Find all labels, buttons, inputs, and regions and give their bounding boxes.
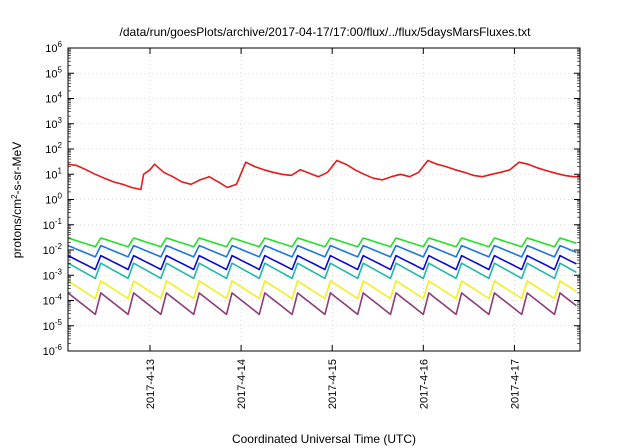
y-tick-label-base: 10 [43,321,55,333]
y-tick-label: 103 [45,116,62,131]
y-tick-label-base: 10 [43,220,55,232]
y-tick-label-exp: -2 [55,242,63,251]
grid [68,48,580,351]
y-axis-label-sup: 2 [10,194,19,199]
series-line-3 [67,244,577,258]
y-tick-label: 104 [45,91,62,106]
y-tick-label-exp: 3 [58,116,63,125]
y-tick-label-base: 10 [43,346,55,358]
y-tick-label-base: 10 [45,119,57,131]
x-tick-label: 2017-4-14 [236,359,248,409]
y-tick-label-exp: 5 [58,65,63,74]
y-tick-label: 106 [45,40,62,55]
y-tick-label-base: 10 [43,245,55,257]
plot-frame [67,47,581,352]
y-tick-label-base: 10 [45,94,57,106]
y-tick-label: 101 [45,166,62,181]
y-tick-label: 102 [45,141,62,156]
y-tick-label-base: 10 [45,43,57,55]
series-line-2 [67,237,577,248]
x-tick-label: 2017-4-17 [509,359,521,409]
series-line-4 [67,254,577,271]
x-tick-label: 2017-4-16 [418,359,430,409]
series-group [67,159,580,316]
series-line-6 [67,280,577,300]
series-line-7 [67,292,577,316]
y-tick-label-exp: -6 [55,343,63,352]
y-tick-label-exp: -5 [55,318,63,327]
y-tick-label-base: 10 [43,296,55,308]
y-tick-label-exp: 0 [58,192,63,201]
y-axis-label-rest: -s-sr-MeV [10,142,24,195]
series-line-1 [67,159,580,191]
y-tick-label-base: 10 [45,195,57,207]
y-tick-label: 105 [45,65,62,80]
y-tick-label: 10-6 [43,343,63,358]
y-tick-label-exp: 1 [58,166,63,175]
axes: 10-610-510-410-310-210-11001011021031041… [43,40,580,409]
y-tick-label-exp: 6 [58,40,63,49]
y-tick-label: 100 [45,192,62,207]
x-tick-label: 2017-4-13 [145,359,157,409]
y-tick-label-exp: 2 [58,141,63,150]
y-tick-label-base: 10 [43,270,55,282]
y-tick-label: 10-1 [43,217,63,232]
y-tick-label-base: 10 [45,169,57,181]
y-axis-label-base: protons/cm [10,199,24,258]
y-tick-label-exp: -1 [55,217,63,226]
series-line-5 [67,262,577,280]
x-tick-label: 2017-4-15 [327,359,339,409]
y-tick-label-base: 10 [45,144,57,156]
x-axis-label: Coordinated Universal Time (UTC) [232,432,416,446]
y-axis-label: protons/cm2-s-sr-MeV [10,142,25,258]
y-tick-label-exp: 4 [58,91,63,100]
y-tick-label: 10-2 [43,242,63,257]
y-tick-label: 10-5 [43,318,63,333]
chart-title: /data/run/goesPlots/archive/2017-04-17/1… [120,25,532,39]
y-tick-label-exp: -4 [55,293,63,302]
y-tick-label-exp: -3 [55,267,63,276]
y-tick-label: 10-3 [43,267,63,282]
y-tick-label: 10-4 [43,293,63,308]
y-tick-label-base: 10 [45,68,57,80]
